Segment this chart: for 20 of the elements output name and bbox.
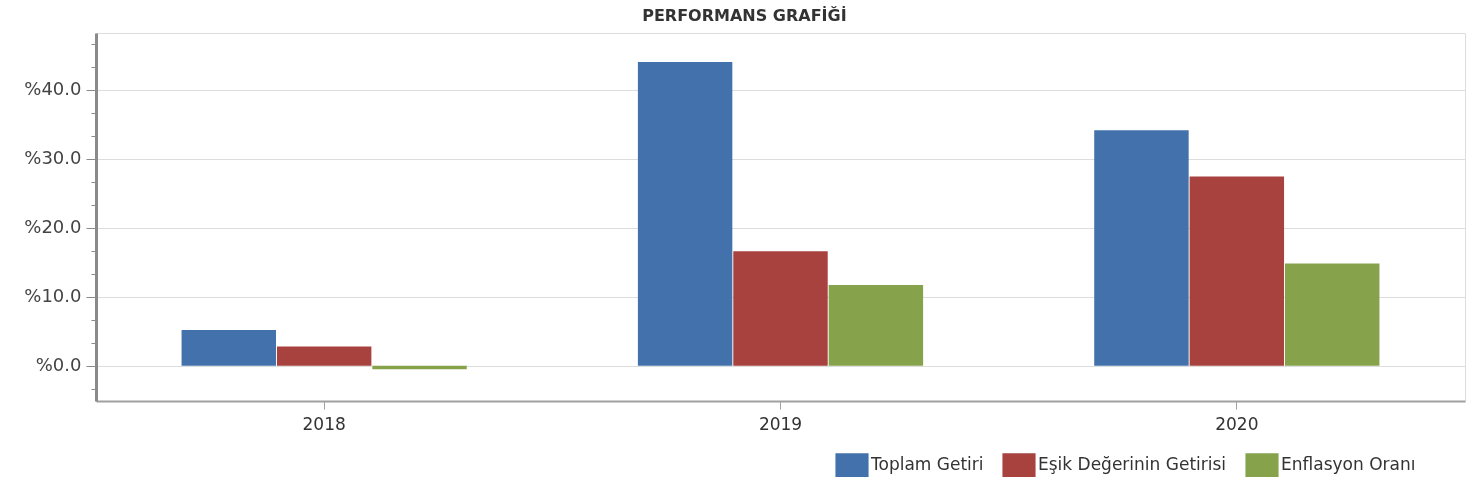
bar <box>276 346 372 366</box>
x-tick-label: 2019 <box>758 413 803 434</box>
x-tick-label: 2018 <box>302 413 346 434</box>
y-tick-label: %40.0 <box>24 78 82 100</box>
bar <box>181 329 276 366</box>
y-tick-label: %20.0 <box>24 216 82 238</box>
chart-title: PERFORMANS GRAFİĞİ <box>642 6 847 25</box>
x-tick-label: 2020 <box>1215 413 1259 434</box>
legend-label: Toplam Getiri <box>870 454 984 475</box>
bar <box>1285 263 1380 366</box>
bar <box>637 62 733 366</box>
y-tick-label: %30.0 <box>24 147 82 169</box>
legend-label: Enflasyon Oranı <box>1281 454 1416 475</box>
bar <box>733 251 828 366</box>
bar <box>828 285 924 366</box>
y-tick-label: %10.0 <box>24 285 82 307</box>
legend-label: Eşik Değerinin Getirisi <box>1038 454 1227 475</box>
bar <box>1189 176 1285 366</box>
y-tick-label: %0.0 <box>35 354 82 376</box>
bar <box>1094 130 1189 366</box>
